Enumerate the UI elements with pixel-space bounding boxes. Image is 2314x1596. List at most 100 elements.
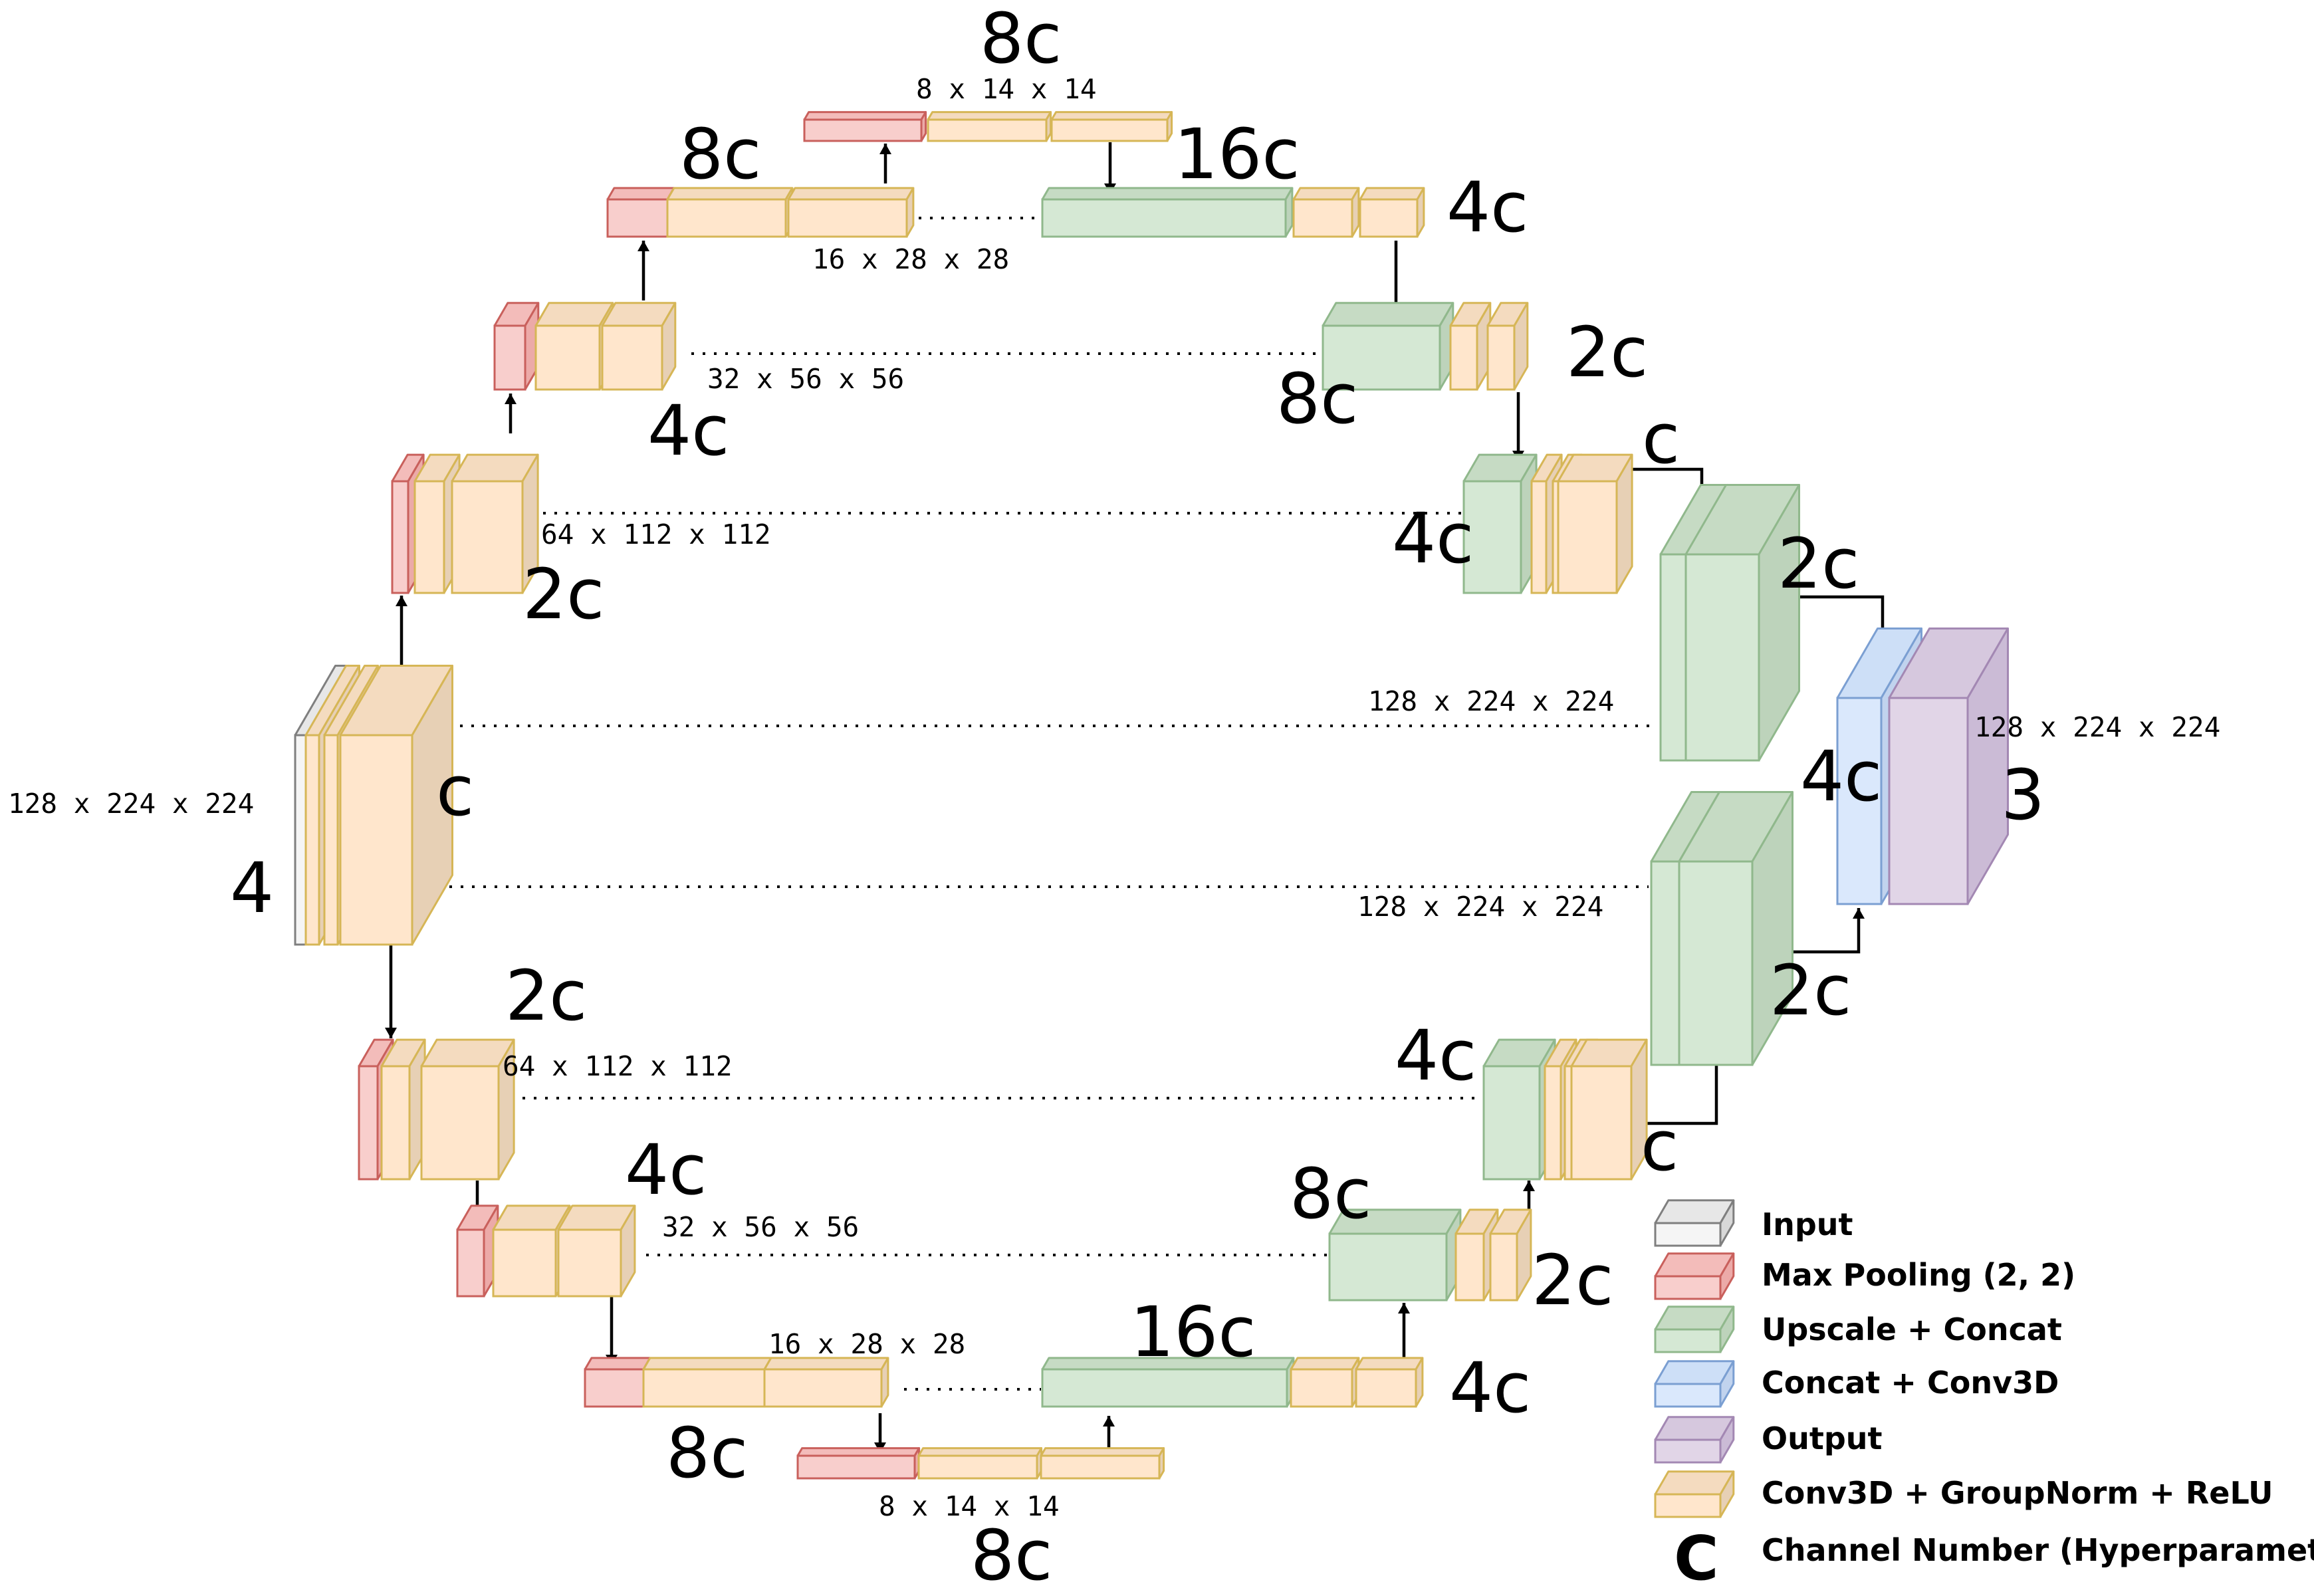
conv-block-top	[927, 111, 1052, 121]
legend-label-concat-conv3d: Concat + Conv3D	[1762, 1365, 2059, 1401]
channel-label: 16c	[1174, 114, 1300, 195]
legend-label-output: Output	[1762, 1421, 1883, 1456]
dim-label-encoder-level-3: 32 x 56 x 56	[707, 363, 904, 395]
legend-swatches	[1654, 1199, 1735, 1518]
channel-label: 2c	[1778, 523, 1859, 604]
legend-label-input: Input	[1762, 1206, 1853, 1242]
conv-block-front	[323, 734, 339, 946]
pool-block-front	[584, 1368, 645, 1408]
conv-block	[787, 187, 915, 238]
conv-block	[1355, 1357, 1424, 1408]
conv-block-front	[557, 1228, 622, 1298]
conv-block	[666, 187, 794, 238]
dim-label-lower-output-branch: 128 x 224 x 224	[1357, 891, 1603, 923]
flow-arrow-head	[385, 1028, 397, 1038]
pool-block-front	[803, 118, 923, 142]
channel-label: 4c	[1449, 1347, 1531, 1428]
upcat-block-front	[1482, 1065, 1541, 1181]
conv-block-front	[763, 1368, 883, 1408]
flow-arrow-head	[1523, 1181, 1535, 1191]
conv-block-front	[917, 1454, 1038, 1480]
flow-arrow-head	[396, 596, 407, 606]
channel-label: 4c	[1800, 736, 1882, 817]
channel-label: 4	[230, 848, 274, 929]
channel-label: 16c	[1130, 1292, 1256, 1373]
pool-block-front	[606, 198, 669, 238]
upcat-block	[1328, 1208, 1462, 1302]
legend-label-upscale-concat: Upscale + Concat	[1762, 1311, 2062, 1347]
pool-block	[584, 1357, 651, 1408]
conv-block-top	[1292, 187, 1360, 201]
conv-block	[1050, 111, 1173, 142]
pool-block-top	[584, 1357, 651, 1371]
flow-arrow-head	[505, 394, 517, 404]
conv-block-front	[1292, 198, 1353, 238]
conv-block	[1489, 1208, 1532, 1302]
pool-block-front	[391, 480, 409, 594]
dim-label-lower-level-2: 64 x 112 x 112	[503, 1050, 733, 1082]
channel-label: 4c	[1395, 1015, 1476, 1096]
legend-label-max-pooling: Max Pooling (2, 2)	[1762, 1257, 2075, 1293]
conv-block-top	[1359, 187, 1425, 201]
channel-label: 2c	[505, 955, 587, 1036]
conv-block-front	[1489, 1232, 1518, 1302]
upcat-block-front	[1041, 198, 1287, 238]
channel-label: c	[436, 750, 474, 832]
legend-swatch-output	[1654, 1416, 1735, 1464]
upcat-block	[1678, 791, 1793, 1066]
conv-block-front	[1290, 1368, 1353, 1408]
conv-block-front	[1530, 480, 1548, 594]
legend-swatch-front	[1654, 1438, 1722, 1464]
pool-block	[803, 111, 927, 142]
channel-label: 2c	[1532, 1240, 1613, 1321]
conv-block	[1290, 1357, 1360, 1408]
pool-block	[606, 187, 675, 238]
conv-block-front	[1557, 480, 1618, 594]
conv-block	[927, 111, 1052, 142]
pool-block-front	[796, 1454, 916, 1480]
conv-block	[420, 1038, 515, 1181]
conv-block	[557, 1204, 636, 1298]
upcat-block-front	[1322, 324, 1441, 391]
conv-block	[1570, 1038, 1648, 1181]
pool-block-top	[803, 111, 927, 121]
conv-block	[1359, 187, 1425, 238]
upcat-block-front	[1659, 553, 1688, 762]
conv-block-front	[1544, 1065, 1562, 1181]
conv-block-top	[787, 187, 915, 201]
upcat-block	[1322, 302, 1454, 391]
conv-block	[917, 1447, 1043, 1480]
legend-swatch-front	[1654, 1328, 1722, 1353]
dimension-labels: 8 x 14 x 14 16 x 28 x 28 32 x 56 x 56 64…	[8, 73, 2220, 1522]
conv-block-front	[451, 480, 524, 594]
channel-labels: 8c 8c 16c 4c 2c 8c 4c c 2c 4c 2c c 4 4c …	[230, 0, 2045, 1596]
pool-block	[493, 302, 540, 391]
conv-block-side	[1615, 453, 1633, 594]
channel-label: 3	[2001, 754, 2045, 836]
channel-label: c	[1641, 1105, 1678, 1187]
conv-block-front	[1355, 1368, 1417, 1408]
conv-block	[1557, 453, 1633, 594]
legend-swatch-pool	[1654, 1252, 1735, 1300]
channel-label: 8c	[1276, 358, 1358, 439]
upcat-block-front	[1462, 480, 1522, 594]
conv-block	[1040, 1447, 1165, 1480]
conv-block-top	[1355, 1357, 1424, 1371]
upcat-block-front	[1678, 860, 1754, 1066]
dim-label-encoder-level-4: 16 x 28 x 28	[812, 243, 1009, 275]
channel-label: 8c	[666, 1413, 748, 1494]
upcat-block-front	[1650, 860, 1680, 1066]
conv-block-front	[339, 734, 413, 946]
channel-label: 8c	[980, 0, 1062, 79]
channel-label: 8c	[679, 114, 761, 195]
conv-block-top	[1050, 111, 1173, 121]
pool-block-front	[456, 1228, 485, 1298]
legend-swatch-upcat	[1654, 1306, 1735, 1353]
conv-block-front	[1454, 1232, 1485, 1302]
dim-label-input: 128 x 224 x 224	[8, 788, 254, 820]
dim-label-encoder-level-2: 64 x 112 x 112	[541, 518, 771, 550]
upcat-block-front	[1041, 1368, 1288, 1408]
flow-arrow-head	[637, 241, 649, 251]
conv-block-front	[534, 324, 601, 391]
conv-block-top	[917, 1447, 1043, 1457]
